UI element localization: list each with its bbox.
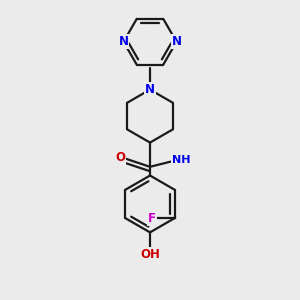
Text: N: N	[172, 35, 182, 48]
Text: N: N	[118, 35, 128, 48]
Text: F: F	[148, 212, 156, 225]
Text: NH: NH	[172, 155, 190, 165]
Text: N: N	[145, 83, 155, 96]
Text: OH: OH	[140, 248, 160, 261]
Text: O: O	[115, 151, 125, 164]
